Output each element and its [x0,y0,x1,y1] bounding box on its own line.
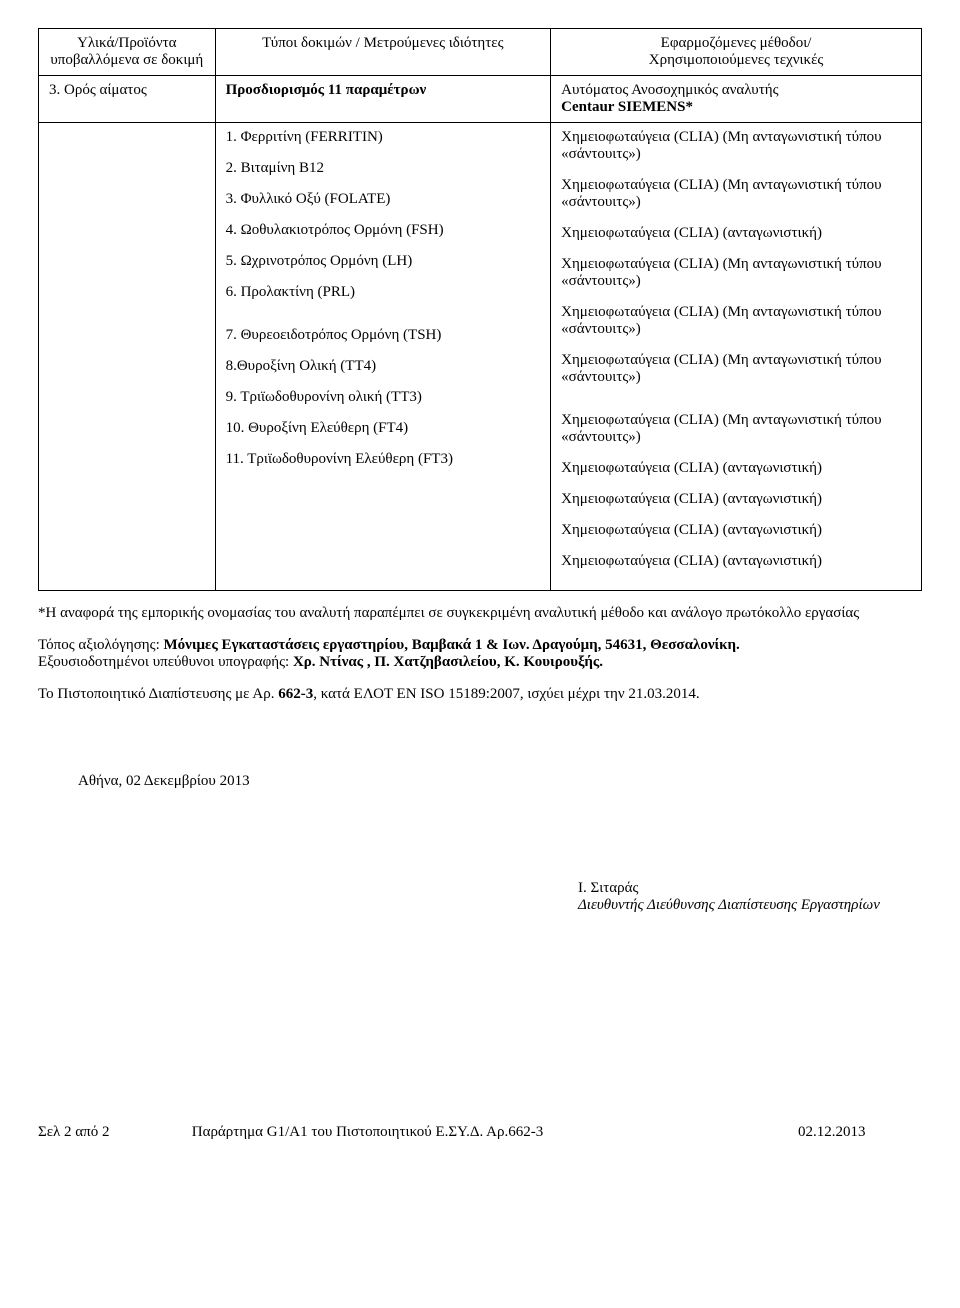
method-item: Χημειοφωταύγεια (CLIA) (ανταγωνιστική) [561,225,911,242]
location-line: Τόπος αξιολόγησης: Μόνιμες Εγκαταστάσεις… [38,637,922,671]
method-item: Χημειοφωταύγεια (CLIA) (Μη ανταγωνιστική… [561,177,911,211]
param-item: 9. Τριϊωδοθυρονίνη ολική (TT3) [226,389,541,406]
items-col1-blank [39,123,216,591]
table-row-items: 1. Φερριτίνη (FERRITIN) 2. Βιταμίνη Β12 3.… [39,123,922,591]
cert-num: 662-3 [278,686,313,702]
cert-text: Το Πιστοποιητικό Διαπίστευσης με Αρ. [38,686,278,702]
cert-line: Το Πιστοποιητικό Διαπίστευσης με Αρ. 662… [38,686,922,703]
method-item: Χημειοφωταύγεια (CLIA) (ανταγωνιστική) [561,553,911,570]
date-block: Αθήνα, 02 Δεκεμβρίου 2013 [78,773,922,790]
header-col3-line1: Εφαρμοζόμενες μέθοδοι/ [661,35,812,51]
method-item: Χημειοφωταύγεια (CLIA) (Μη ανταγωνιστική… [561,352,911,386]
main-col3: Αυτόματος Ανοσοχημικός αναλυτής Centaur … [551,76,922,123]
header-col1-line1: Υλικά/Προϊόντα [77,35,176,51]
method-item: Χημειοφωταύγεια (CLIA) (Μη ανταγωνιστική… [561,256,911,290]
sig-name: Ι. Σιταράς [578,880,922,897]
auth-label: Εξουσιοδοτημένοι υπεύθυνοι υπογραφής: [38,654,289,670]
signature-block: Ι. Σιταράς Διευθυντής Διεύθυνσης Διαπίστ… [578,880,922,914]
header-col1: Υλικά/Προϊόντα υποβαλλόμενα σε δοκιμή [39,29,216,76]
header-col3-line2: Χρησιμοποιούμενες τεχνικές [649,52,824,68]
param-item: 6. Προλακτίνη (PRL) [226,284,541,301]
items-method-list: Χημειοφωταύγεια (CLIA) (Μη ανταγωνιστική… [551,123,922,591]
method-item: Χημειοφωταύγεια (CLIA) (Μη ανταγωνιστική… [561,412,911,446]
main-col2: Προσδιορισμός 11 παραμέτρων [215,76,551,123]
header-col2: Τύποι δοκιμών / Μετρούμενες ιδιότητες [215,29,551,76]
table-header-row: Υλικά/Προϊόντα υποβαλλόμενα σε δοκιμή Τύ… [39,29,922,76]
header-col1-line2: υποβαλλόμενα σε δοκιμή [50,52,203,68]
accreditation-table: Υλικά/Προϊόντα υποβαλλόμενα σε δοκιμή Τύ… [38,28,922,591]
param-item: 2. Βιταμίνη Β12 [226,160,541,177]
method-item: Χημειοφωταύγεια (CLIA) (ανταγωνιστική) [561,491,911,508]
method-item: Χημειοφωταύγεια (CLIA) (ανταγωνιστική) [561,460,911,477]
param-item: 3. Φυλλικό Οξύ (FOLATE) [226,191,541,208]
method-item: Χημειοφωταύγεια (CLIA) (ανταγωνιστική) [561,522,911,539]
footer-mid: Παράρτημα G1/A1 του Πιστοποιητικού Ε.ΣΥ.… [192,1124,712,1141]
table-row-main: 3. Ορός αίματος Προσδιορισμός 11 παραμέτ… [39,76,922,123]
footer-left: Σελ 2 από 2 [38,1124,188,1141]
param-item: 7. Θυρεοειδοτρόπος Ορμόνη (TSH) [226,327,541,344]
param-item: 4. Ωοθυλακιοτρόπος Ορμόνη (FSH) [226,222,541,239]
main-col3-line1: Αυτόματος Ανοσοχημικός αναλυτής [561,82,778,98]
auth-value: Χρ. Ντίνας , Π. Χατζηβασιλείου, Κ. Κουιρ… [293,654,603,670]
method-item: Χημειοφωταύγεια (CLIA) (Μη ανταγωνιστική… [561,129,911,163]
page-footer: Σελ 2 από 2 Παράρτημα G1/A1 του Πιστοποι… [38,1124,922,1141]
location-label: Τόπος αξιολόγησης: [38,637,160,653]
param-item: 1. Φερριτίνη (FERRITIN) [226,129,541,146]
param-item: 5. Ωχρινοτρόπος Ορμόνη (LH) [226,253,541,270]
param-item: 8.Θυροξίνη Ολική (TT4) [226,358,541,375]
main-col1: 3. Ορός αίματος [39,76,216,123]
header-col3: Εφαρμοζόμενες μέθοδοι/ Χρησιμοποιούμενες… [551,29,922,76]
sig-title: Διευθυντής Διεύθυνσης Διαπίστευσης Εργασ… [578,897,922,914]
param-item: 11. Τριϊωδοθυρονίνη Ελεύθερη (FT3) [226,451,541,468]
cert-rest: , κατά ΕΛΟΤ EN ISO 15189:2007, ισχύει μέ… [313,686,699,702]
location-value: Μόνιμες Εγκαταστάσεις εργαστηρίου, Βαμβα… [164,637,740,653]
items-param-list: 1. Φερριτίνη (FERRITIN) 2. Βιταμίνη Β12 3.… [215,123,551,591]
footnote: *Η αναφορά της εμπορικής ονομασίας του α… [38,605,922,622]
param-item: 10. Θυροξίνη Ελεύθερη (FT4) [226,420,541,437]
main-col3-line2: Centaur SIEMENS* [561,99,693,115]
method-item: Χημειοφωταύγεια (CLIA) (Μη ανταγωνιστική… [561,304,911,338]
footnote-text: *Η αναφορά της εμπορικής ονομασίας του α… [38,605,859,621]
footer-right: 02.12.2013 [716,1124,866,1141]
